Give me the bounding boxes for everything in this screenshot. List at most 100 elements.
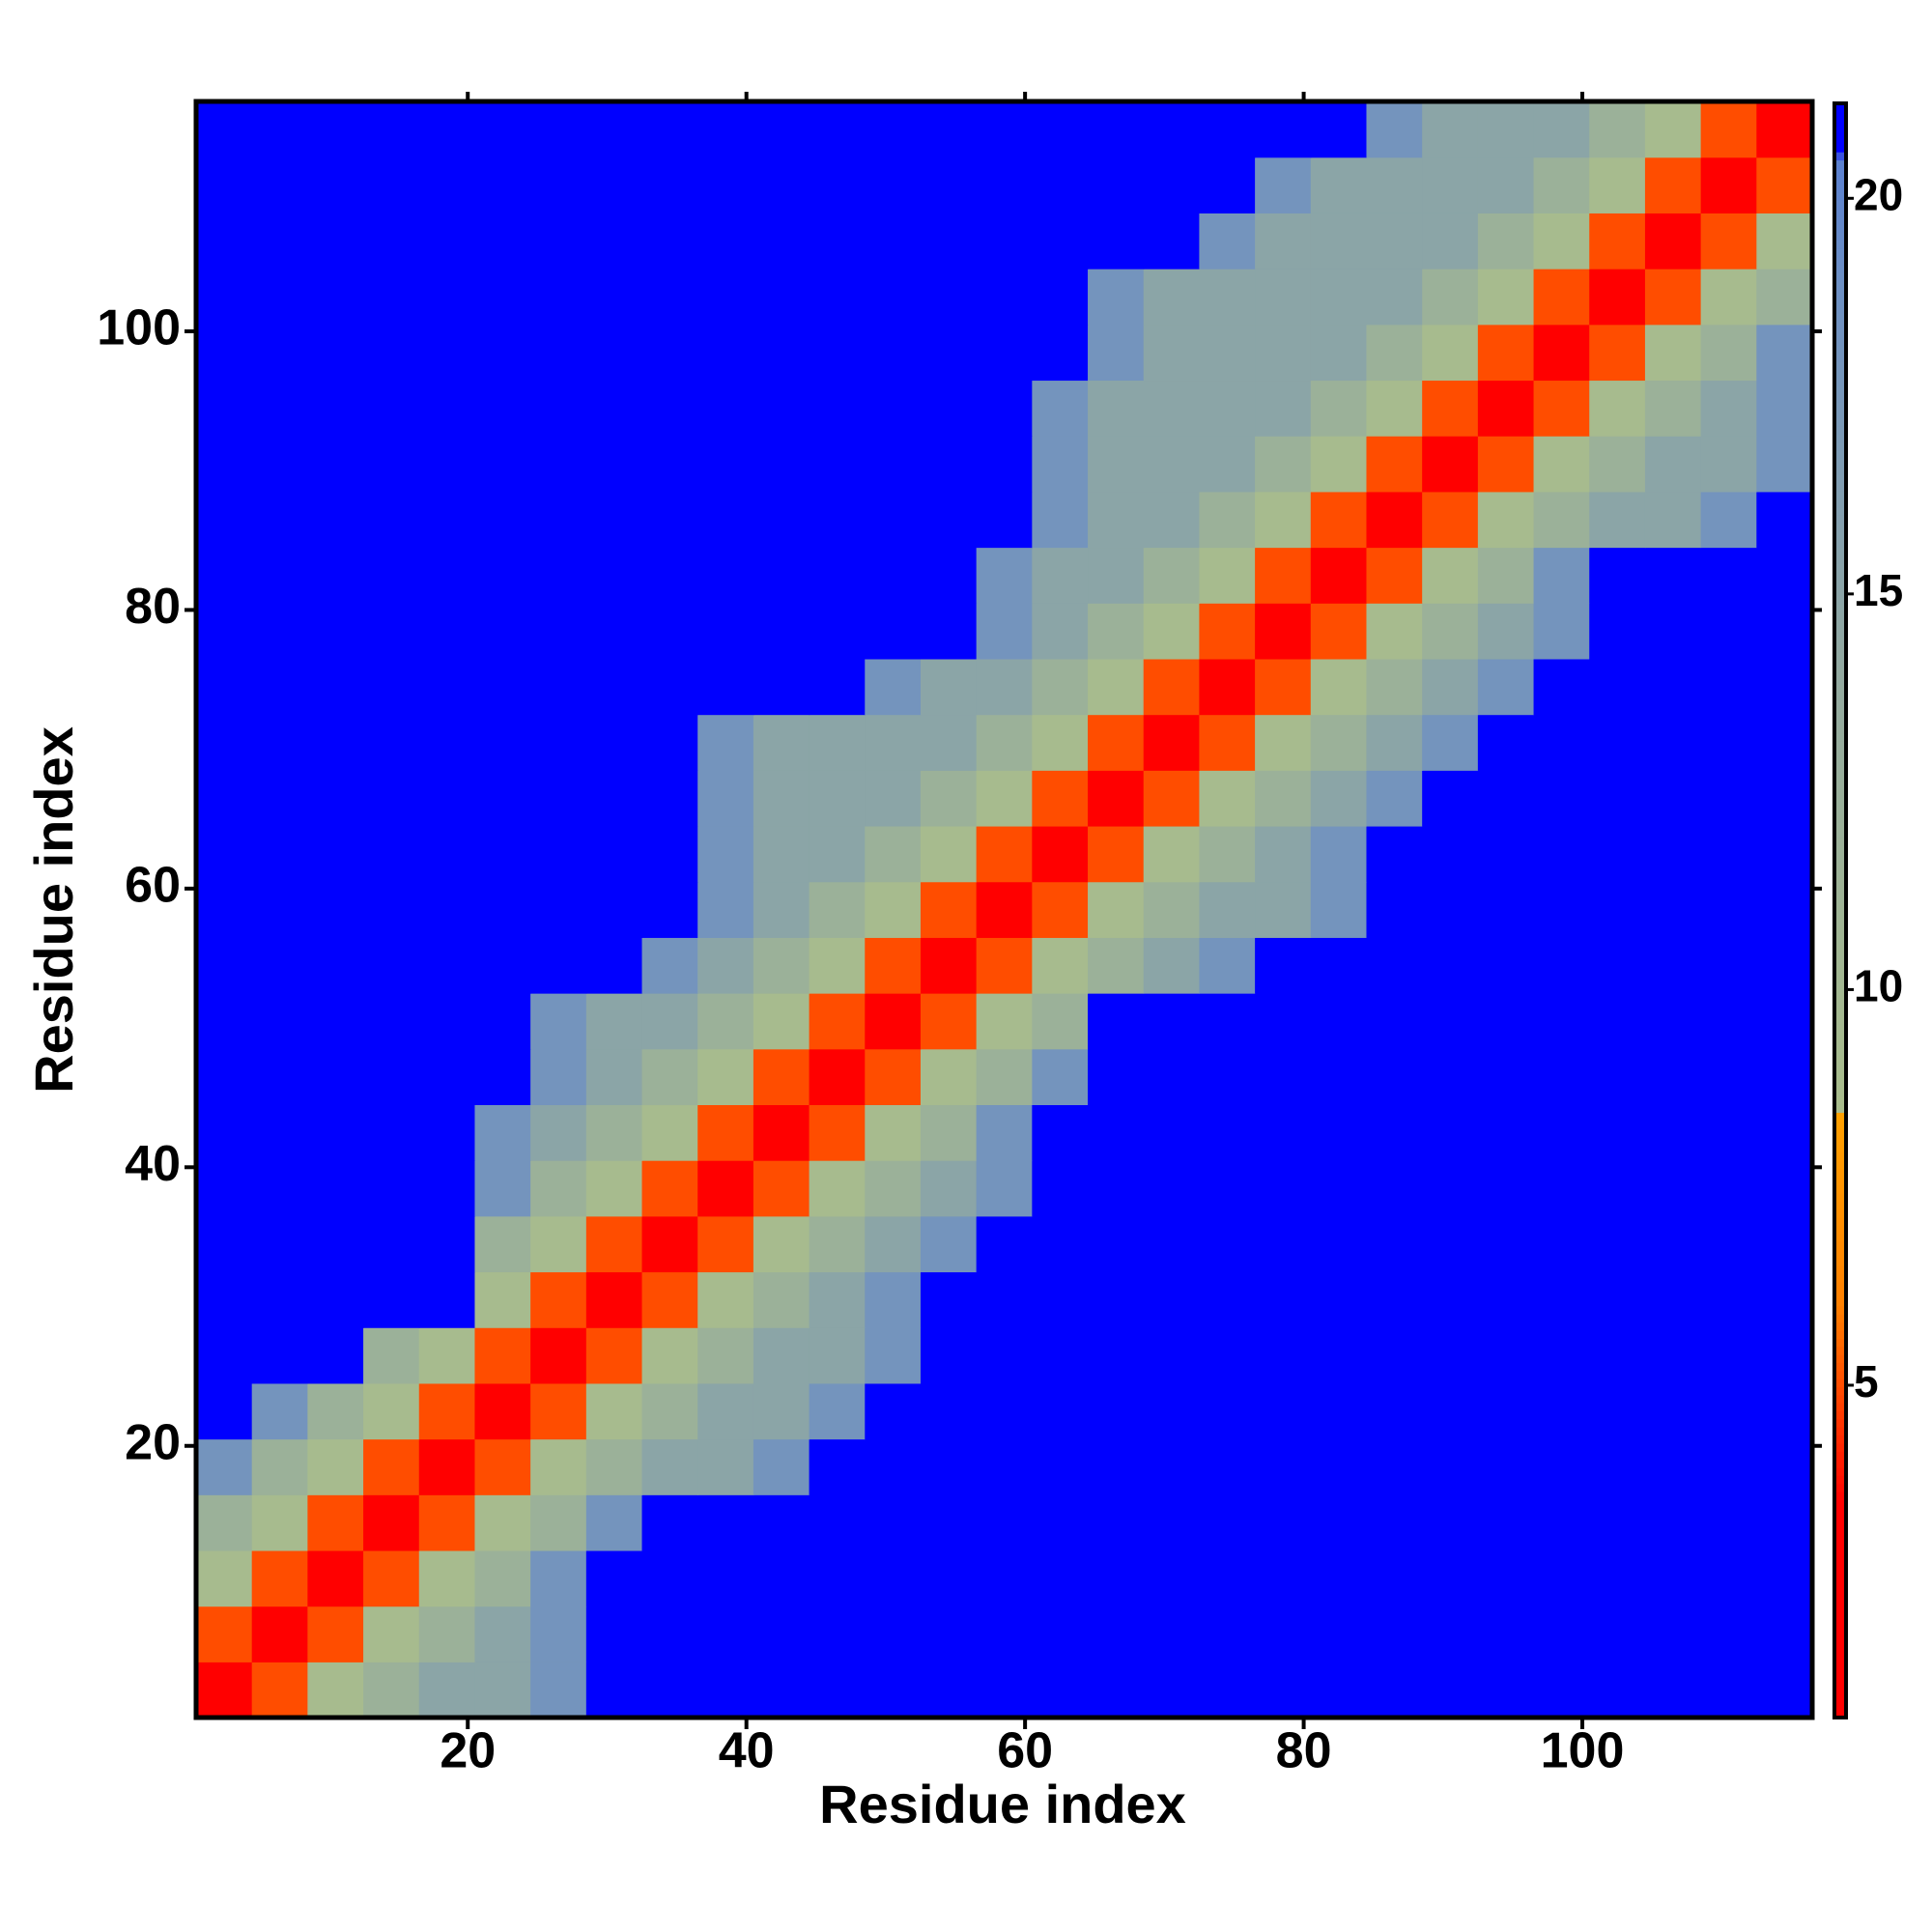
heatmap-cell — [363, 1662, 420, 1719]
heatmap-cell — [1533, 825, 1590, 883]
heatmap-cell — [1310, 603, 1368, 660]
x-tick-label: 20 — [440, 1723, 496, 1779]
colorbar-step — [1834, 1281, 1846, 1291]
heatmap-cell — [307, 491, 364, 549]
heatmap-cell — [251, 1271, 308, 1328]
heatmap-cell — [1366, 825, 1423, 883]
heatmap-cell — [1143, 1382, 1201, 1440]
heatmap-cell — [418, 547, 476, 604]
heatmap-cell — [1088, 213, 1145, 270]
heatmap-cell — [1644, 1438, 1702, 1495]
colorbar-step — [1834, 1031, 1846, 1040]
heatmap-cell — [809, 825, 866, 883]
heatmap-cell — [1255, 436, 1312, 493]
heatmap-cell — [1700, 1494, 1757, 1551]
colorbar-step — [1834, 337, 1846, 347]
colorbar-step — [1834, 886, 1846, 895]
heatmap-cell — [1700, 1662, 1757, 1719]
heatmap-cell — [585, 825, 643, 883]
heatmap-cell — [753, 491, 810, 549]
heatmap-cell — [307, 156, 364, 213]
heatmap-cell — [418, 1215, 476, 1273]
heatmap-cell — [585, 380, 643, 437]
colorbar-tick-label: 5 — [1854, 1356, 1879, 1406]
heatmap-cell — [1310, 770, 1368, 827]
heatmap-cell — [1199, 324, 1256, 382]
heatmap-cell — [474, 1104, 531, 1161]
heatmap-cell — [753, 1104, 810, 1161]
heatmap-cell — [418, 825, 476, 883]
heatmap-cell — [1255, 1271, 1312, 1328]
colorbar-step — [1834, 1442, 1846, 1452]
heatmap-cell — [1255, 1104, 1312, 1161]
y-axis-title: Residue index — [23, 726, 84, 1094]
heatmap-cell — [196, 1494, 253, 1551]
heatmap-cell — [697, 1549, 754, 1607]
heatmap-cell — [1199, 1327, 1256, 1384]
heatmap-cell — [865, 436, 922, 493]
heatmap-cell — [976, 324, 1033, 382]
heatmap-cell — [585, 658, 643, 716]
heatmap-cell — [1589, 993, 1646, 1050]
heatmap-cell — [641, 993, 698, 1050]
heatmap-cell — [1088, 1549, 1145, 1607]
heatmap-cell — [1422, 1662, 1479, 1719]
colorbar-step — [1834, 1314, 1846, 1323]
heatmap-cell — [1589, 156, 1646, 213]
heatmap-cell — [865, 603, 922, 660]
heatmap-cell — [474, 1271, 531, 1328]
heatmap-cell — [530, 881, 587, 938]
heatmap-cell — [1032, 993, 1089, 1050]
colorbar-step — [1834, 1071, 1846, 1081]
colorbar-step — [1834, 700, 1846, 710]
heatmap-cell — [1255, 547, 1312, 604]
heatmap-cell — [753, 1271, 810, 1328]
heatmap-cell — [307, 101, 364, 158]
heatmap-cell — [809, 714, 866, 771]
heatmap-cell — [1088, 658, 1145, 716]
colorbar-step — [1834, 224, 1846, 234]
heatmap-cell — [1366, 324, 1423, 382]
heatmap-cell — [753, 825, 810, 883]
colorbar-step — [1834, 1661, 1846, 1670]
y-tick-label: 40 — [125, 1136, 181, 1192]
heatmap-cell — [1477, 436, 1535, 493]
heatmap-cell — [865, 881, 922, 938]
heatmap-cell — [363, 1549, 420, 1607]
heatmap-cell — [1756, 1104, 1813, 1161]
heatmap-cell — [1533, 1104, 1590, 1161]
heatmap-cell — [1422, 993, 1479, 1050]
heatmap-cell — [809, 324, 866, 382]
heatmap-cell — [1533, 436, 1590, 493]
heatmap-cell — [307, 269, 364, 326]
heatmap-cell — [307, 770, 364, 827]
colorbar-step — [1834, 1540, 1846, 1549]
colorbar-step — [1834, 878, 1846, 888]
heatmap-cell — [530, 213, 587, 270]
heatmap-cell — [418, 1327, 476, 1384]
heatmap-cell — [1032, 658, 1089, 716]
heatmap-cell — [1255, 156, 1312, 213]
heatmap-cell — [1533, 1494, 1590, 1551]
heatmap-cell — [251, 1104, 308, 1161]
colorbar-step — [1834, 628, 1846, 638]
heatmap-cell — [809, 770, 866, 827]
heatmap-cell — [920, 156, 978, 213]
heatmap-cell — [474, 380, 531, 437]
heatmap-cell — [418, 436, 476, 493]
heatmap-cell — [1422, 1549, 1479, 1607]
colorbar-step — [1834, 1354, 1846, 1363]
heatmap-cell — [530, 825, 587, 883]
heatmap-cell — [753, 1327, 810, 1384]
heatmap-cell — [1589, 1438, 1646, 1495]
heatmap-cell — [865, 1662, 922, 1719]
colorbar-step — [1834, 1346, 1846, 1355]
heatmap-cell — [1310, 1215, 1368, 1273]
heatmap-cell — [1032, 101, 1089, 158]
heatmap-cell — [1032, 714, 1089, 771]
colorbar-step — [1834, 563, 1846, 573]
colorbar-step — [1834, 515, 1846, 525]
heatmap-cell — [1366, 101, 1423, 158]
colorbar-step — [1834, 838, 1846, 847]
colorbar-step — [1834, 506, 1846, 516]
